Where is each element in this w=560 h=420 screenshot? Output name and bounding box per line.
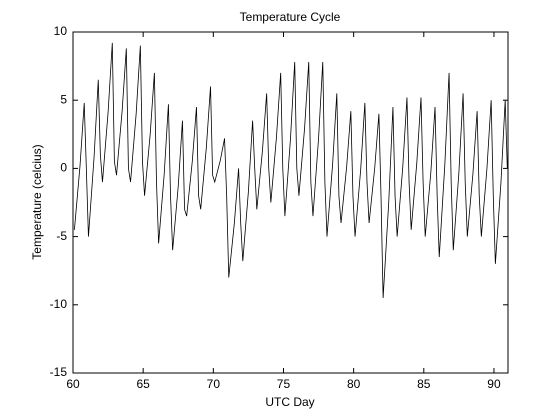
- y-tick-label: 10: [54, 24, 68, 38]
- x-tick-label: 60: [66, 377, 80, 391]
- y-tick-label: -15: [50, 365, 68, 379]
- y-tick-label: 0: [60, 161, 67, 175]
- chart-title: Temperature Cycle: [240, 10, 341, 24]
- x-tick-label: 70: [207, 377, 221, 391]
- y-tick-label: 5: [60, 92, 67, 106]
- x-axis-label: UTC Day: [265, 395, 314, 409]
- y-tick-label: -5: [56, 229, 67, 243]
- x-tick-label: 75: [277, 377, 291, 391]
- x-tick-label: 65: [136, 377, 150, 391]
- temperature-line: [74, 42, 508, 299]
- y-axis-label: Temperature (celcius): [30, 144, 44, 259]
- y-tick-label: -10: [50, 297, 68, 311]
- plot-box: [72, 31, 509, 374]
- x-tick-label: 90: [487, 377, 501, 391]
- x-tick-label: 85: [417, 377, 431, 391]
- x-tick-label: 80: [347, 377, 361, 391]
